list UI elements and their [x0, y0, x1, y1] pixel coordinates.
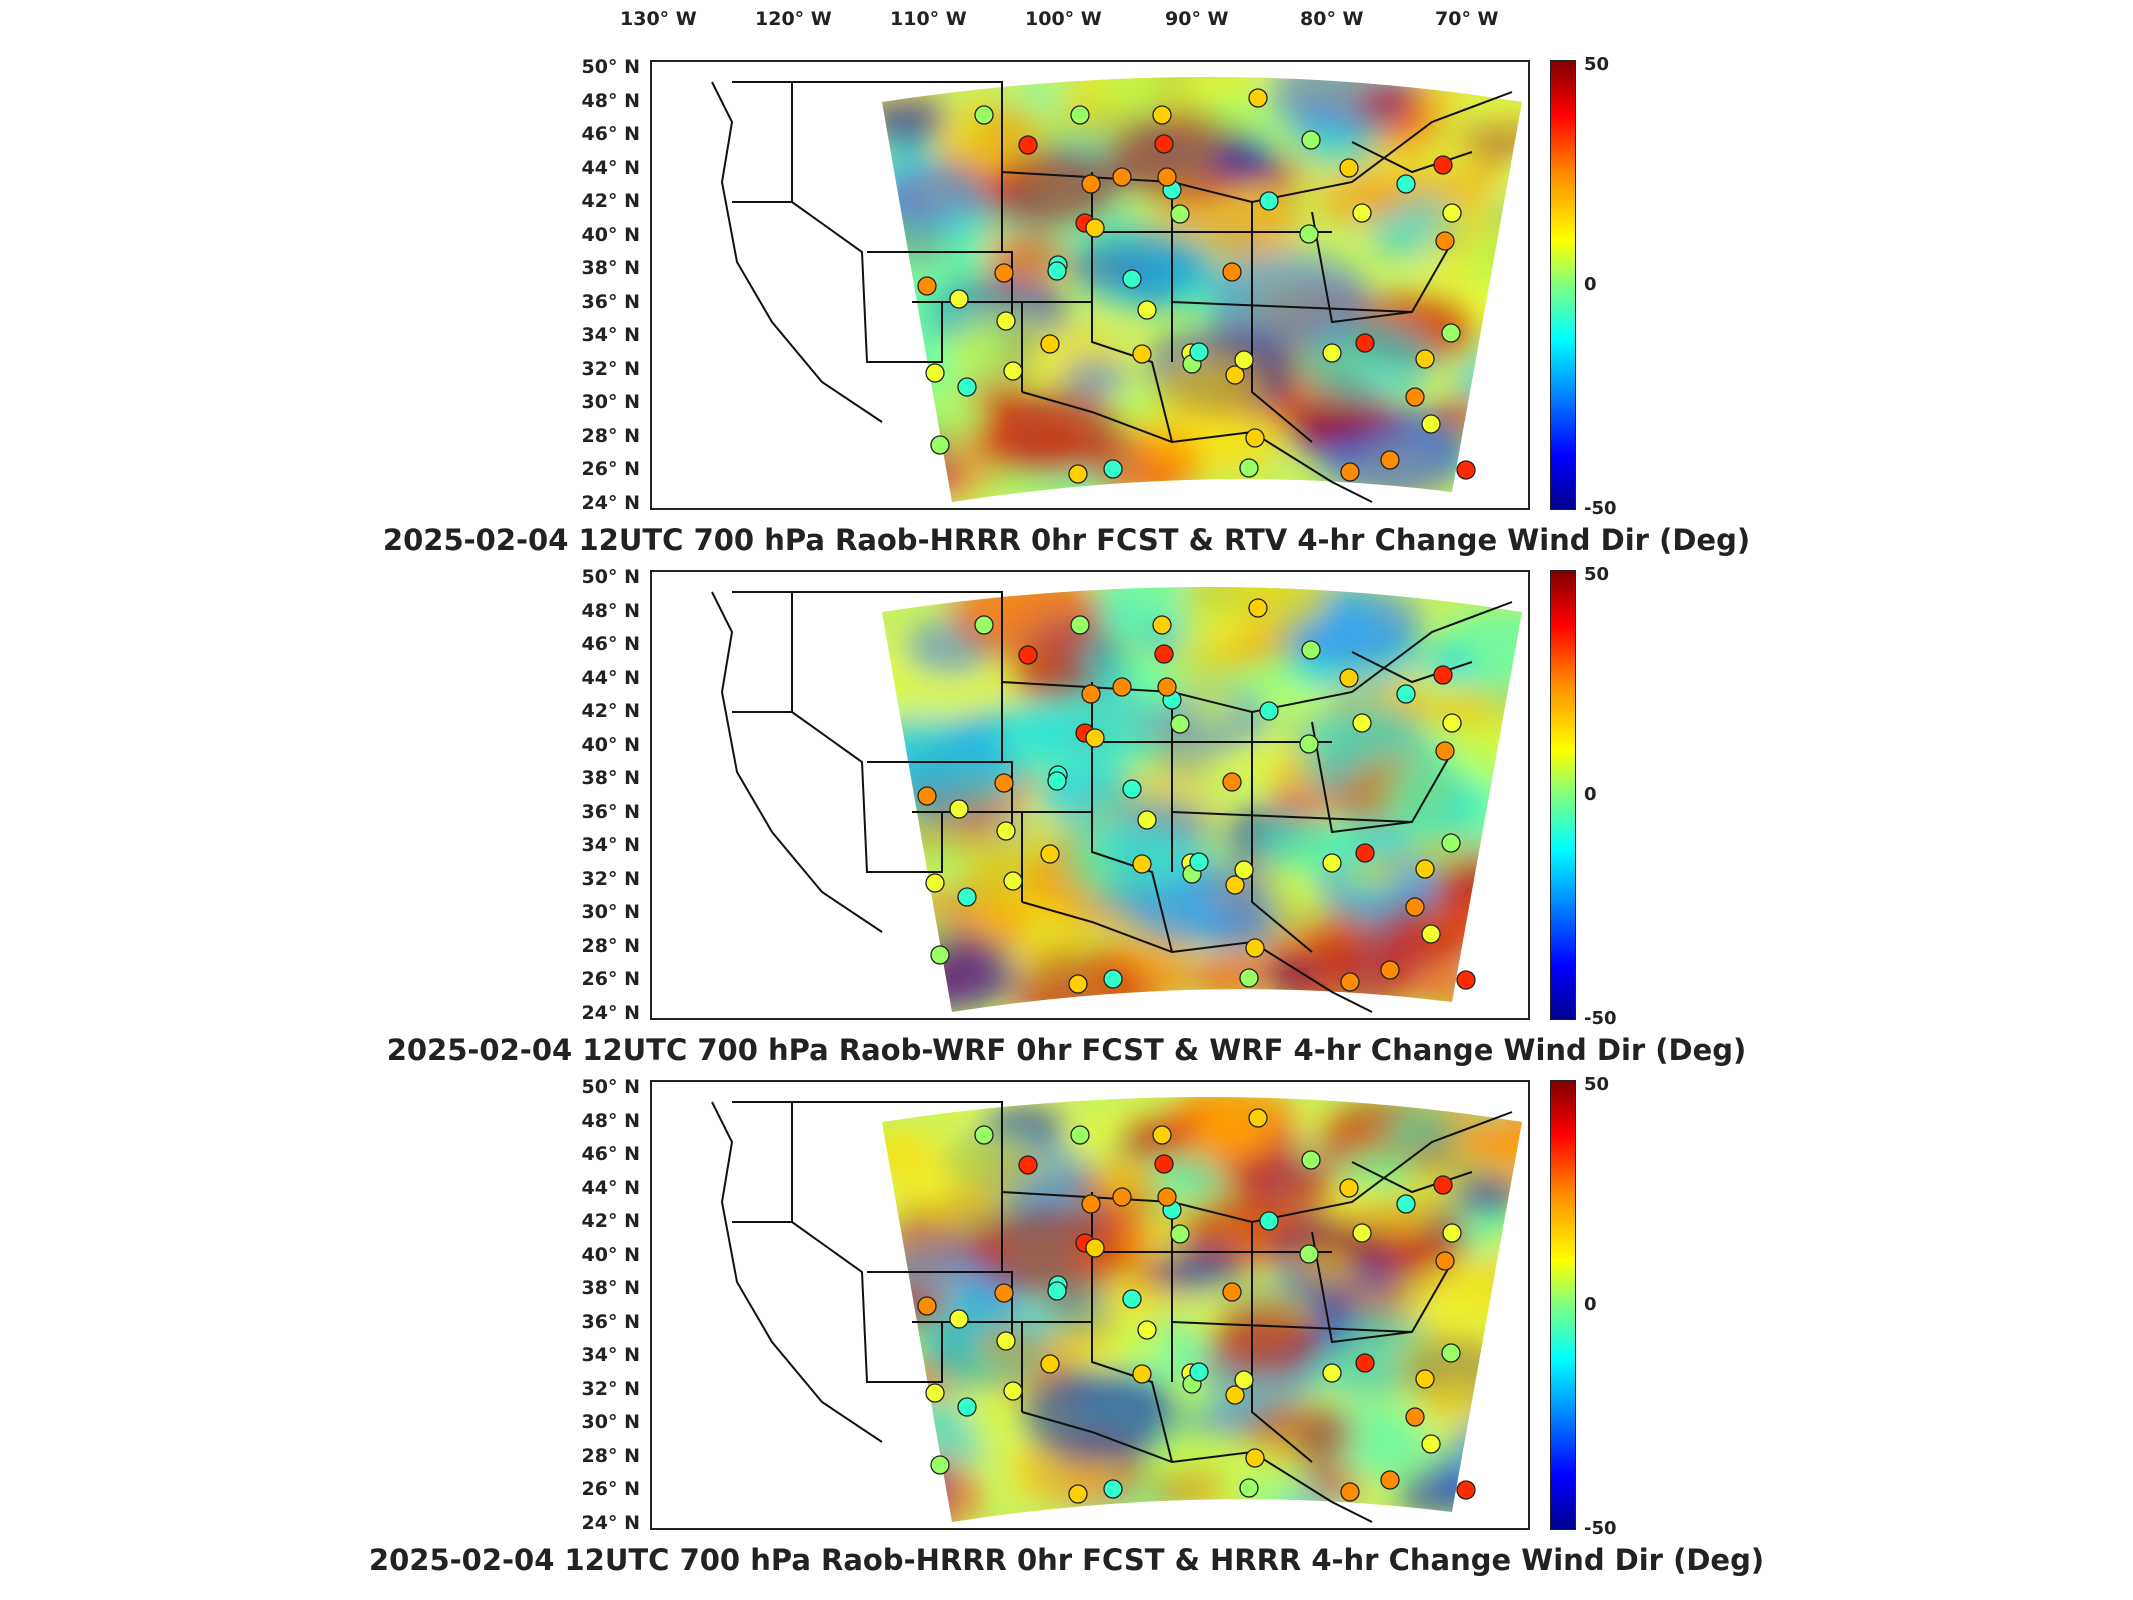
lat-label: 42° N — [581, 700, 640, 722]
lat-label: 28° N — [581, 424, 640, 447]
map-area — [650, 570, 1530, 1020]
lon-label: 110° W — [890, 8, 967, 30]
map-panel: 50° N 48° N 46° N 44° N 42° N 40° N 38° N 36° N… — [0, 1074, 2133, 1590]
raob-stations — [917, 598, 1476, 994]
lat-label: 32° N — [581, 357, 640, 380]
map-panel: 50° N 48° N 46° N 44° N 42° N 40° N 38° N 36° N… — [0, 564, 2133, 1080]
map-area — [650, 60, 1530, 510]
lat-label: 38° N — [581, 257, 640, 279]
lon-label: 90° W — [1165, 8, 1229, 30]
colorbar-tick-max: 50 — [1584, 1074, 1610, 1095]
lat-label: 38° N — [581, 1277, 640, 1299]
map-panel: 50° N 48° N 46° N 44° N 42° N 40° N 38° N 36° N… — [0, 54, 2133, 570]
lat-label: 40° N — [581, 733, 640, 756]
map-area — [650, 1080, 1530, 1530]
colorbar-tick-max: 50 — [1584, 564, 1610, 585]
lat-label: 24° N — [581, 1511, 640, 1534]
lat-label: 38° N — [581, 767, 640, 789]
lat-label: 48° N — [581, 1109, 640, 1132]
lat-label: 46° N — [581, 1143, 640, 1165]
wind-direction-map — [711, 77, 1522, 503]
lat-label: 28° N — [581, 934, 640, 957]
lat-label: 42° N — [581, 1210, 640, 1232]
lat-label: 28° N — [581, 1444, 640, 1467]
lat-label: 44° N — [581, 156, 640, 179]
colorbar — [1550, 1080, 1576, 1530]
lat-label: 30° N — [581, 901, 640, 923]
lat-label: 50° N — [581, 566, 640, 588]
lat-label: 34° N — [581, 324, 640, 346]
lon-label: 80° W — [1300, 8, 1364, 30]
lat-label: 48° N — [581, 599, 640, 622]
lat-label: 26° N — [581, 458, 640, 480]
lon-label: 70° W — [1435, 8, 1499, 30]
raob-stations — [917, 1108, 1476, 1504]
raob-stations — [917, 88, 1476, 484]
colorbar-tick-min: -50 — [1584, 1008, 1617, 1029]
lat-label: 36° N — [581, 290, 640, 313]
colorbar-tick-mid: 0 — [1584, 784, 1597, 805]
lat-label: 32° N — [581, 867, 640, 890]
lat-label: 32° N — [581, 1377, 640, 1400]
colorbar — [1550, 60, 1576, 510]
wind-direction-map — [711, 587, 1522, 1013]
lat-label: 34° N — [581, 834, 640, 856]
state-boundaries — [711, 1101, 1513, 1523]
lat-label: 30° N — [581, 391, 640, 413]
lat-label: 50° N — [581, 56, 640, 78]
lat-label: 40° N — [581, 223, 640, 246]
lat-label: 34° N — [581, 1344, 640, 1366]
lon-label: 130° W — [620, 8, 697, 30]
lat-label: 26° N — [581, 1478, 640, 1500]
lat-label: 26° N — [581, 968, 640, 990]
lat-label: 48° N — [581, 89, 640, 112]
panel-title: 2025-02-04 12UTC 700 hPa Raob-HRRR 0hr F… — [382, 523, 1751, 557]
lon-label: 120° W — [755, 8, 832, 30]
panel-title: 2025-02-04 12UTC 700 hPa Raob-WRF 0hr FC… — [386, 1033, 1747, 1067]
lat-label: 36° N — [581, 800, 640, 823]
lat-label: 30° N — [581, 1411, 640, 1433]
lat-label: 40° N — [581, 1243, 640, 1266]
colorbar-tick-min: -50 — [1584, 498, 1617, 519]
state-boundaries — [711, 591, 1513, 1013]
lat-label: 24° N — [581, 1001, 640, 1024]
wind-direction-map — [711, 1097, 1522, 1523]
colorbar-tick-mid: 0 — [1584, 1294, 1597, 1315]
panel-title: 2025-02-04 12UTC 700 hPa Raob-HRRR 0hr F… — [368, 1543, 1765, 1577]
state-boundaries — [711, 81, 1513, 503]
lat-label: 46° N — [581, 123, 640, 145]
colorbar-tick-max: 50 — [1584, 54, 1610, 75]
colorbar-tick-min: -50 — [1584, 1518, 1617, 1539]
lat-label: 50° N — [581, 1076, 640, 1098]
lat-label: 44° N — [581, 666, 640, 689]
colorbar — [1550, 570, 1576, 1020]
lat-label: 24° N — [581, 491, 640, 514]
lat-label: 42° N — [581, 190, 640, 212]
lat-label: 46° N — [581, 633, 640, 655]
lat-label: 36° N — [581, 1310, 640, 1333]
lat-label: 44° N — [581, 1176, 640, 1199]
colorbar-tick-mid: 0 — [1584, 274, 1597, 295]
lon-label: 100° W — [1025, 8, 1102, 30]
